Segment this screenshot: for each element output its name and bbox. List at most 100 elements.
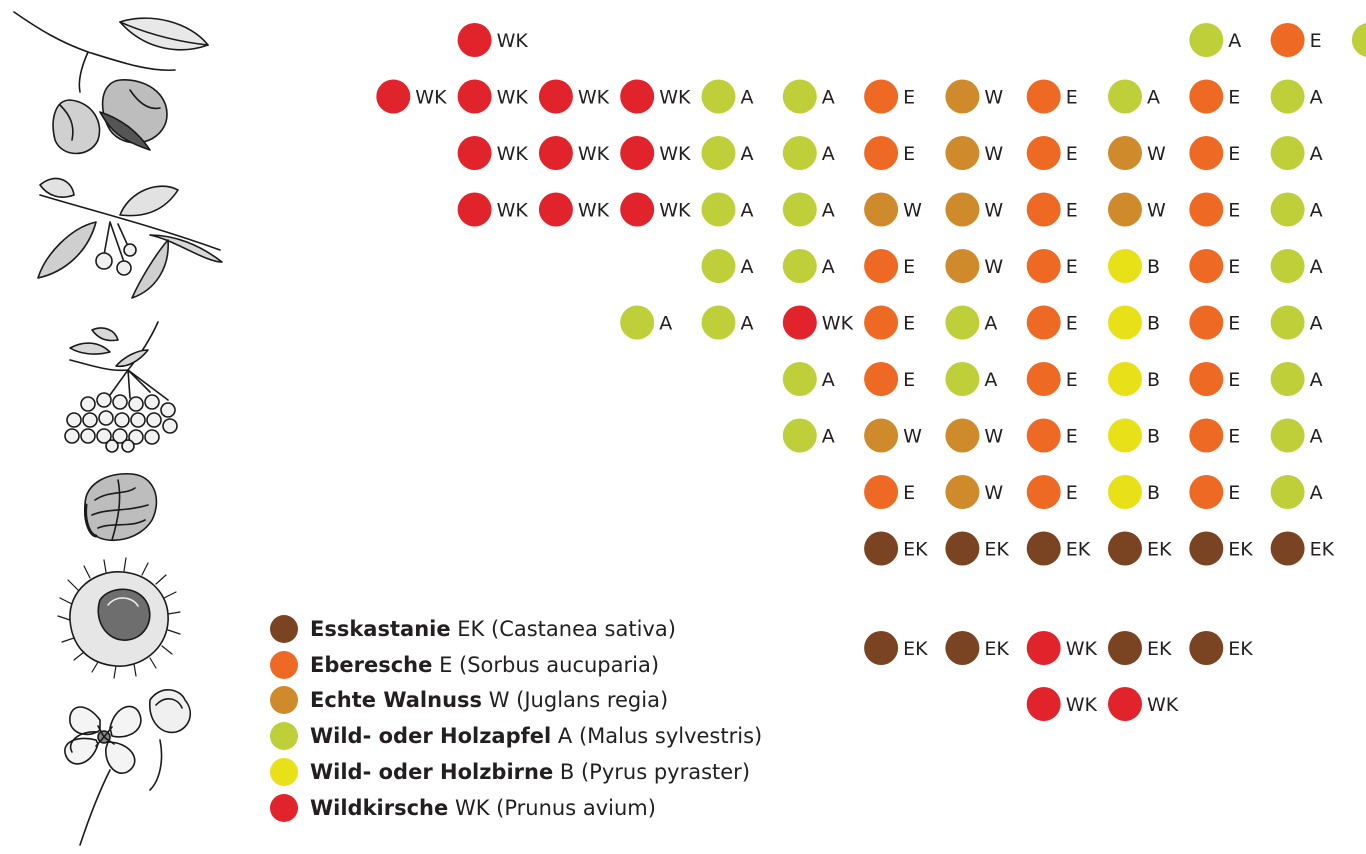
tree-marker: E bbox=[1026, 305, 1078, 340]
tree-marker: W bbox=[1108, 192, 1166, 227]
tree-marker: A bbox=[1108, 79, 1160, 114]
legend-name: Eberesche bbox=[310, 652, 433, 677]
tree-marker: E bbox=[1189, 192, 1240, 227]
tree-code: WK bbox=[659, 143, 691, 165]
tree-code: WK bbox=[497, 200, 529, 222]
tree-marker: WK bbox=[620, 136, 691, 170]
tree-dot bbox=[945, 249, 980, 283]
tree-code: EK bbox=[984, 638, 1009, 660]
tree-code: WK bbox=[415, 87, 447, 109]
tree-dot bbox=[782, 362, 817, 396]
tree-code: WK bbox=[1066, 694, 1098, 716]
tree-marker: EK bbox=[864, 531, 928, 566]
tree-dot bbox=[1189, 79, 1224, 114]
tree-code: WK bbox=[497, 143, 529, 165]
tree-dot bbox=[945, 192, 980, 227]
tree-dot bbox=[1108, 418, 1142, 453]
tree-dot bbox=[457, 192, 492, 227]
tree-dot bbox=[864, 305, 899, 340]
tree-dot bbox=[1189, 192, 1224, 227]
tree-dot bbox=[945, 305, 980, 340]
tree-dot bbox=[1270, 475, 1305, 509]
tree-dot bbox=[1351, 23, 1366, 57]
tree-marker: WK bbox=[1108, 687, 1179, 721]
tree-marker: E bbox=[1026, 475, 1078, 509]
botanical-illustrations bbox=[13, 11, 223, 846]
tree-code: EK bbox=[1066, 539, 1091, 561]
tree-marker: E bbox=[1026, 249, 1078, 283]
tree-dot bbox=[1026, 79, 1061, 114]
tree-dot bbox=[376, 79, 411, 114]
tree-marker: W bbox=[945, 249, 1003, 283]
tree-dot bbox=[864, 192, 899, 227]
tree-dot bbox=[782, 305, 817, 340]
tree-marker: E bbox=[864, 362, 915, 396]
tree-marker: EK bbox=[945, 631, 1009, 665]
legend-item: Echte Walnuss W (Juglans regia) bbox=[270, 683, 762, 719]
tree-dot bbox=[945, 418, 980, 453]
tree-dot bbox=[620, 192, 655, 227]
tree-dot bbox=[945, 362, 980, 396]
tree-marker: EK bbox=[1189, 631, 1253, 665]
tree-dot bbox=[538, 192, 573, 227]
tree-code: A bbox=[984, 369, 997, 391]
tree-code: E bbox=[903, 482, 915, 504]
tree-dot bbox=[1270, 305, 1305, 340]
tree-code: WK bbox=[578, 200, 610, 222]
tree-marker: A bbox=[1270, 305, 1323, 340]
tree-dot bbox=[1026, 136, 1061, 170]
legend-latin: (Pyrus pyraster) bbox=[580, 760, 751, 785]
tree-dot bbox=[1108, 362, 1142, 396]
tree-dot bbox=[864, 418, 899, 453]
tree-code: WK bbox=[1066, 638, 1098, 660]
legend-name: Wild- oder Holzbirne bbox=[310, 760, 554, 785]
tree-code: E bbox=[1228, 369, 1240, 391]
tree-dot bbox=[1189, 631, 1224, 665]
tree-marker: A bbox=[701, 136, 754, 170]
tree-marker: E bbox=[1270, 23, 1322, 57]
tree-code: A bbox=[984, 313, 997, 335]
tree-marker: EK bbox=[945, 531, 1009, 566]
tree-dot bbox=[1026, 418, 1061, 453]
tree-code: EK bbox=[1228, 638, 1253, 660]
tree-dot bbox=[1189, 362, 1224, 396]
tree-marker: A bbox=[782, 192, 835, 227]
tree-dot bbox=[1270, 23, 1305, 57]
tree-dot bbox=[864, 531, 899, 566]
legend-item: Wild- oder Holzbirne B (Pyrus pyraster) bbox=[270, 754, 762, 790]
tree-marker: WK bbox=[782, 305, 854, 340]
tree-code: B bbox=[1147, 482, 1160, 504]
tree-code: A bbox=[822, 369, 835, 391]
tree-code: E bbox=[903, 143, 915, 165]
tree-marker: A bbox=[1270, 418, 1323, 453]
tree-marker: WK bbox=[538, 136, 610, 170]
tree-dot bbox=[1108, 631, 1142, 665]
tree-marker: WK bbox=[538, 192, 610, 227]
tree-code: EK bbox=[1147, 638, 1172, 660]
tree-dot bbox=[945, 79, 980, 114]
tree-marker: A bbox=[701, 305, 754, 340]
tree-marker: W bbox=[945, 79, 1003, 114]
tree-dot bbox=[945, 631, 980, 665]
tree-marker: WK bbox=[1026, 687, 1098, 721]
tree-marker: A bbox=[1270, 136, 1323, 170]
tree-marker: A bbox=[945, 362, 997, 396]
legend-name: Esskastanie bbox=[310, 616, 451, 641]
tree-marker: B bbox=[1108, 305, 1160, 340]
tree-marker: A bbox=[1351, 23, 1366, 57]
tree-code: E bbox=[1066, 87, 1078, 109]
legend-latin: (Sorbus aucuparia) bbox=[459, 652, 660, 677]
tree-marker: W bbox=[864, 418, 922, 453]
tree-dot bbox=[1189, 475, 1224, 509]
tree-dot bbox=[538, 136, 573, 170]
tree-marker: E bbox=[1189, 249, 1240, 283]
tree-code: E bbox=[903, 256, 915, 278]
tree-dot bbox=[1026, 192, 1061, 227]
tree-marker: EK bbox=[1108, 631, 1172, 665]
tree-marker: E bbox=[1026, 136, 1078, 170]
legend-name: Echte Walnuss bbox=[310, 688, 483, 713]
tree-dot bbox=[782, 418, 817, 453]
legend-latin: (Juglans regia) bbox=[516, 688, 669, 713]
tree-code: E bbox=[1228, 313, 1240, 335]
tree-marker: WK bbox=[457, 136, 529, 170]
